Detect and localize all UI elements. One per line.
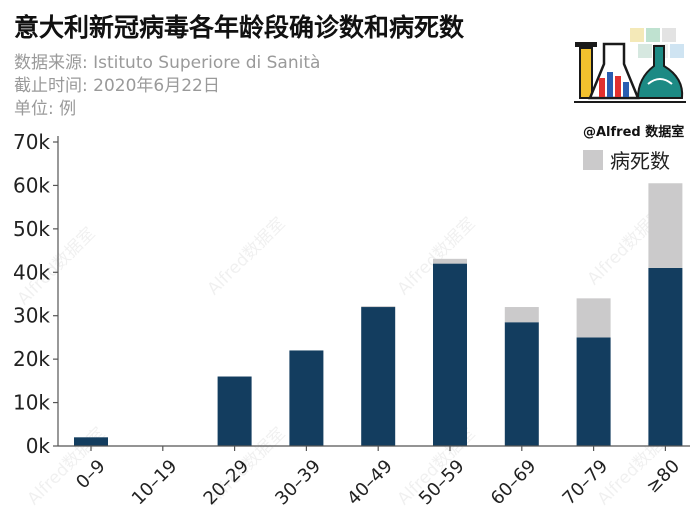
bar-deaths bbox=[504, 307, 539, 323]
flask-logo-icon bbox=[574, 28, 686, 103]
watermark-text: Alfred数据室 bbox=[204, 214, 290, 300]
y-tick-label: 60k bbox=[13, 173, 50, 197]
bar-deaths bbox=[576, 298, 611, 338]
legend-swatch-deaths bbox=[583, 150, 603, 170]
y-tick-label: 40k bbox=[13, 260, 50, 284]
x-tick-label: 30–39 bbox=[271, 456, 325, 510]
cutoff-date: 截止时间: 2020年6月22日 bbox=[14, 76, 220, 96]
bar-confirmed bbox=[504, 322, 539, 446]
bar-confirmed bbox=[217, 376, 252, 446]
y-tick-label: 20k bbox=[13, 347, 50, 371]
y-tick-label: 30k bbox=[13, 304, 50, 328]
logo-caption: @Alfred 数据室 bbox=[583, 125, 685, 140]
bars bbox=[74, 183, 683, 446]
y-tick-label: 10k bbox=[13, 391, 50, 415]
bar-confirmed bbox=[433, 263, 467, 446]
y-tick-label: 50k bbox=[13, 217, 50, 241]
data-source: 数据来源: Istituto Superiore di Sanità bbox=[14, 53, 321, 73]
bar-confirmed bbox=[289, 350, 324, 446]
bar-deaths bbox=[361, 306, 396, 308]
x-tick-label: 20–29 bbox=[200, 456, 254, 510]
bar-confirmed bbox=[576, 337, 611, 446]
y-tick-label: 0k bbox=[26, 434, 51, 458]
unit-label: 单位: 例 bbox=[14, 99, 77, 119]
legend: 病死数 bbox=[583, 149, 670, 173]
y-axis: 0k 10k 20k 30k 40k 50k 60k 70k bbox=[13, 130, 59, 458]
bar-deaths bbox=[433, 258, 467, 264]
bar-confirmed bbox=[361, 307, 396, 446]
y-tick-label: 70k bbox=[13, 130, 50, 154]
bar-confirmed bbox=[74, 437, 108, 446]
chart-title: 意大利新冠病毒各年龄段确诊数和病死数 bbox=[14, 13, 465, 42]
x-axis: 0–9 10–19 20–29 30–39 40–49 50–59 60–69 70–79 ≥8… bbox=[58, 445, 690, 510]
bar-confirmed bbox=[648, 267, 683, 446]
legend-label-deaths: 病死数 bbox=[610, 149, 670, 173]
bar-deaths bbox=[648, 183, 683, 268]
x-tick-label: 60–69 bbox=[487, 456, 541, 510]
x-tick-label: 40–49 bbox=[343, 456, 397, 510]
x-tick-label: 10–19 bbox=[128, 456, 182, 510]
